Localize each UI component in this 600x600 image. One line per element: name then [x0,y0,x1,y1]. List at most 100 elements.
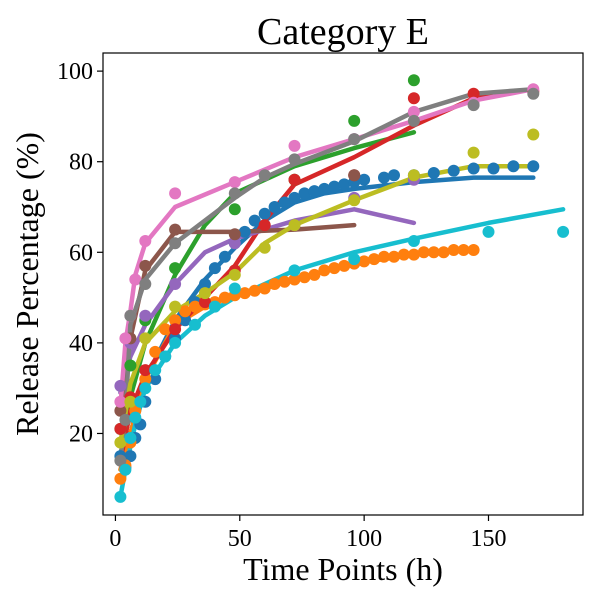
series-5-point [169,278,182,290]
series-4-point [169,323,182,336]
series-2-point [248,284,261,297]
series-8-point [467,99,480,112]
series-1-point [258,207,271,220]
x-tick-label: 100 [346,526,382,552]
series-8-point [258,169,271,182]
chart-title: Category E [257,11,429,53]
series-9-point [288,219,301,232]
series-1-point [358,173,371,186]
series-2-point [447,244,460,256]
series-10-point [557,225,570,238]
series-2-point [328,262,341,275]
series-2-point [298,271,311,284]
series-7-point [114,395,127,408]
x-tick-label: 50 [228,526,252,552]
series-10-point [119,463,132,476]
series-1-point [124,450,137,463]
series-7-point [169,187,182,200]
series-8-point [407,114,420,127]
series-2-point [358,255,371,268]
series-10-point [348,253,361,266]
series-1-point [388,169,400,182]
series-2-point [318,264,331,277]
series-1-point [288,191,301,204]
series-10-point [114,490,127,503]
series-1-point [278,196,291,209]
series-6-point [169,223,182,236]
series-10-point [159,350,172,363]
series-8-point [119,413,132,426]
series-5-point [139,309,152,322]
y-tick-label: 60 [69,240,93,266]
series-2-point [258,282,271,295]
series-8-point [288,153,301,166]
series-7-point [119,332,132,345]
series-3-point [407,74,420,87]
series-7-point [288,139,301,152]
series-7-point [407,105,420,118]
series-2-point [139,373,152,386]
fit-lines [118,86,566,500]
series-6-point [228,228,241,241]
series-1-point [218,250,231,263]
series-1-point [248,214,261,227]
series-4-point [288,173,301,186]
y-tick-label: 100 [57,59,93,85]
series-2-point [407,248,420,261]
series-9-point [527,128,540,141]
series-1-point [328,180,341,193]
series-9-point [124,395,137,408]
series-1-point [378,171,390,184]
series-5-point [114,379,127,392]
series-1-point [199,278,211,290]
y-axis-label: Release Percentage (%) [9,132,45,436]
series-2-point [397,248,410,261]
series-2-point [169,314,182,327]
series-7-point [139,235,152,247]
series-8-point [348,133,361,146]
series-6-point [114,404,127,417]
series-1-point [487,162,500,175]
series-9-point [467,146,480,159]
series-9-point [228,268,241,281]
y-tick-label: 80 [69,150,93,176]
series-4-point [199,296,211,309]
series-3-point [228,203,241,216]
series-10-point [228,282,241,295]
series-6-point [139,259,152,272]
series-2-point [338,259,351,272]
y-tick-label: 40 [69,331,93,357]
series-1-point [238,225,251,238]
x-tick-label: 150 [470,526,506,552]
series-2-point [238,287,251,300]
series-2-point [179,305,192,318]
series-1-point [427,167,440,179]
series-1-point [318,182,331,195]
series-9-point [169,300,182,313]
axis-ticks: 0 50 100 150 20 40 60 80 100 [57,59,506,552]
series-2-point [268,278,281,290]
series-10-point [134,395,147,408]
series-3-point [169,262,182,275]
series-1-point [467,162,480,175]
series-6-point [348,169,361,182]
series-2-point [427,246,440,259]
series-2-point [467,244,480,256]
series-2-point [368,253,381,266]
series-10-point [208,300,221,313]
series-1-point [527,160,540,173]
y-tick-label: 20 [69,421,93,447]
series-2-point [388,250,400,263]
series-7-point [129,273,142,286]
series-4-point [114,422,127,435]
series-9-point [407,169,420,182]
series-1-point [208,262,221,275]
series-10-point [129,411,142,424]
series-10-point [139,382,152,395]
series-7-point [228,176,241,189]
series-2-point [308,268,321,281]
series-10-point [407,235,420,247]
series-2-point [189,300,201,313]
series-5-point [228,237,241,250]
series-1-point [149,373,162,386]
